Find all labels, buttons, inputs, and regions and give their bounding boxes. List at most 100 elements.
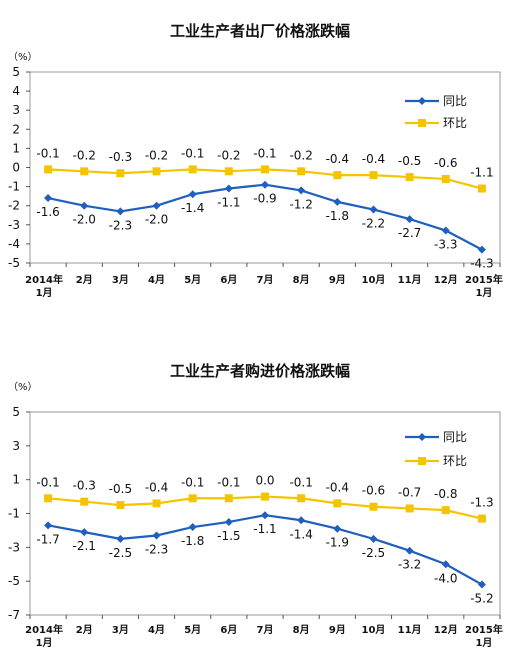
data-label: -1.4 [289, 527, 312, 541]
data-label: -0.6 [362, 484, 385, 498]
data-label: -3.2 [398, 558, 421, 572]
data-label: -1.4 [181, 201, 204, 215]
data-point-diamond [188, 523, 197, 532]
x-tick-label: 5月 [184, 274, 201, 286]
x-tick-label: 2015年 [465, 623, 503, 636]
data-point-diamond [188, 190, 197, 199]
x-tick-label: 7月 [257, 624, 274, 636]
chart-title: 工业生产者出厂价格涨跌幅 [169, 22, 350, 40]
y-tick-label: 3 [12, 439, 20, 453]
data-point-square [333, 499, 342, 508]
data-point-diamond [477, 580, 486, 589]
data-point-diamond [261, 180, 269, 189]
data-label: -1.2 [289, 197, 312, 211]
data-label: -0.4 [326, 152, 349, 166]
x-tick-label: 10月 [362, 274, 386, 286]
data-label: 0.0 [255, 474, 274, 488]
data-point-diamond [116, 207, 125, 216]
x-tick-label: 1月 [36, 287, 53, 299]
data-label: -1.8 [326, 209, 349, 223]
data-point-diamond [333, 524, 342, 533]
data-label: -0.2 [73, 148, 96, 162]
x-tick-label: 4月 [148, 624, 165, 636]
data-point-diamond [297, 516, 306, 525]
data-point-square [261, 492, 269, 501]
x-tick-label: 1月 [475, 287, 492, 299]
data-label: -0.3 [109, 150, 132, 164]
data-label: -5.2 [470, 592, 493, 606]
data-point-diamond [477, 245, 486, 254]
data-label: -2.2 [362, 217, 385, 231]
y-tick-label: 3 [12, 103, 20, 117]
y-tick-label: 1 [12, 473, 20, 487]
data-label: -1.1 [253, 522, 276, 536]
y-tick-label: -4 [8, 237, 20, 251]
data-point-square [188, 494, 197, 503]
y-tick-label: -3 [8, 218, 20, 232]
data-point-square [152, 167, 161, 176]
x-tick-label: 3月 [112, 624, 129, 636]
data-label: -0.1 [181, 146, 204, 160]
x-tick-label: 9月 [329, 274, 346, 286]
legend-label: 同比 [443, 94, 467, 108]
x-tick-label: 1月 [36, 637, 53, 649]
data-label: -1.1 [217, 196, 240, 210]
legend-label: 环比 [443, 116, 467, 130]
data-point-diamond [441, 226, 450, 235]
data-point-square [224, 494, 233, 503]
data-point-square [333, 171, 342, 180]
y-tick-label: -3 [8, 540, 20, 554]
x-tick-label: 8月 [293, 274, 310, 286]
data-label: -2.0 [73, 213, 96, 227]
data-label: -0.1 [217, 475, 240, 489]
data-label: -0.4 [145, 480, 168, 494]
data-point-square [477, 184, 486, 193]
x-tick-label: 8月 [293, 624, 310, 636]
data-point-diamond [261, 511, 269, 520]
x-tick-label: 2014年 [25, 623, 63, 636]
y-tick-label: -1 [8, 507, 20, 521]
data-point-square [441, 506, 450, 515]
y-tick-label: -5 [8, 574, 20, 588]
data-label: -0.1 [36, 475, 59, 489]
data-label: -1.8 [181, 534, 204, 548]
data-label: -1.3 [470, 496, 493, 510]
data-label: -4.3 [470, 257, 493, 271]
data-point-square [405, 504, 414, 513]
x-tick-label: 2014年 [25, 273, 63, 286]
data-point-square [405, 173, 414, 182]
data-point-diamond [441, 560, 450, 569]
x-tick-label: 9月 [329, 624, 346, 636]
data-point-square [44, 494, 53, 503]
data-point-square [441, 174, 450, 183]
x-tick-label: 12月 [434, 624, 458, 636]
data-label: -0.3 [73, 479, 96, 493]
data-label: -0.5 [109, 482, 132, 496]
data-label: -1.5 [217, 529, 240, 543]
x-tick-label: 3月 [112, 274, 129, 286]
chart-title: 工业生产者购进价格涨跌幅 [169, 362, 350, 380]
y-axis-unit-label: （%） [8, 51, 38, 63]
data-point-diamond [152, 201, 161, 210]
x-tick-label: 11月 [398, 624, 422, 636]
x-tick-label: 1月 [475, 637, 492, 649]
y-tick-label: -1 [8, 180, 20, 194]
data-label: -0.1 [181, 475, 204, 489]
data-label: -0.1 [253, 146, 276, 160]
data-label: -0.5 [398, 154, 421, 168]
data-label: -4.0 [434, 571, 457, 585]
x-tick-label: 2015年 [465, 273, 503, 286]
data-point-diamond [369, 534, 378, 543]
data-label: -2.3 [109, 218, 132, 232]
y-tick-label: -7 [8, 608, 20, 622]
data-point-square [116, 169, 125, 178]
chart-panel-purchase-prices: 工业生产者购进价格涨跌幅 （%） -7 -5 -3 -1 1 3 5 2014年 1月 2月 3月 4月… [0, 330, 520, 663]
data-label: -1.7 [36, 532, 59, 546]
y-tick-label: -2 [8, 199, 20, 213]
data-point-diamond [224, 184, 233, 193]
data-label: -0.2 [217, 148, 240, 162]
legend-marker-diamond [418, 433, 426, 441]
x-tick-label: 2月 [76, 624, 93, 636]
